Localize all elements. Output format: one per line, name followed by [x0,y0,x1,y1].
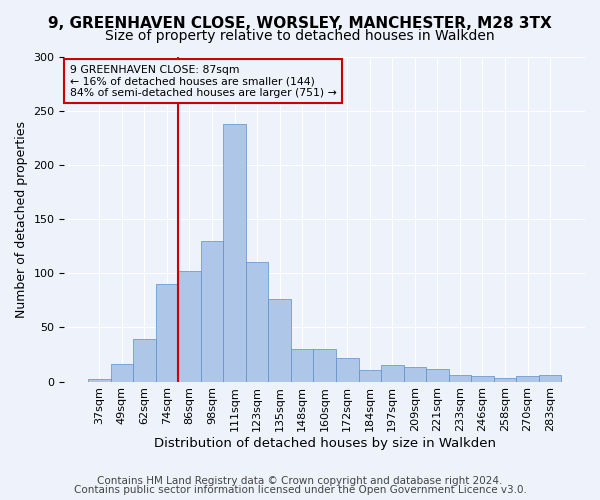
Text: Size of property relative to detached houses in Walkden: Size of property relative to detached ho… [105,29,495,43]
Bar [359,370,381,382]
Bar [494,378,516,382]
Bar [516,376,539,382]
Text: Contains HM Land Registry data © Crown copyright and database right 2024.: Contains HM Land Registry data © Crown c… [97,476,503,486]
Bar [133,340,155,382]
Bar [381,366,404,382]
Bar [201,240,223,382]
X-axis label: Distribution of detached houses by size in Walkden: Distribution of detached houses by size … [154,437,496,450]
Bar [291,349,313,382]
Bar [449,375,471,382]
Text: 9 GREENHAVEN CLOSE: 87sqm
← 16% of detached houses are smaller (144)
84% of semi: 9 GREENHAVEN CLOSE: 87sqm ← 16% of detac… [70,64,337,98]
Bar [336,358,359,382]
Text: 9, GREENHAVEN CLOSE, WORSLEY, MANCHESTER, M28 3TX: 9, GREENHAVEN CLOSE, WORSLEY, MANCHESTER… [48,16,552,31]
Text: Contains public sector information licensed under the Open Government Licence v3: Contains public sector information licen… [74,485,526,495]
Bar [88,380,110,382]
Bar [223,124,246,382]
Bar [155,284,178,382]
Bar [426,368,449,382]
Bar [539,375,562,382]
Bar [268,299,291,382]
Bar [178,271,201,382]
Bar [471,376,494,382]
Y-axis label: Number of detached properties: Number of detached properties [15,120,28,318]
Bar [313,349,336,382]
Bar [404,368,426,382]
Bar [246,262,268,382]
Bar [110,364,133,382]
